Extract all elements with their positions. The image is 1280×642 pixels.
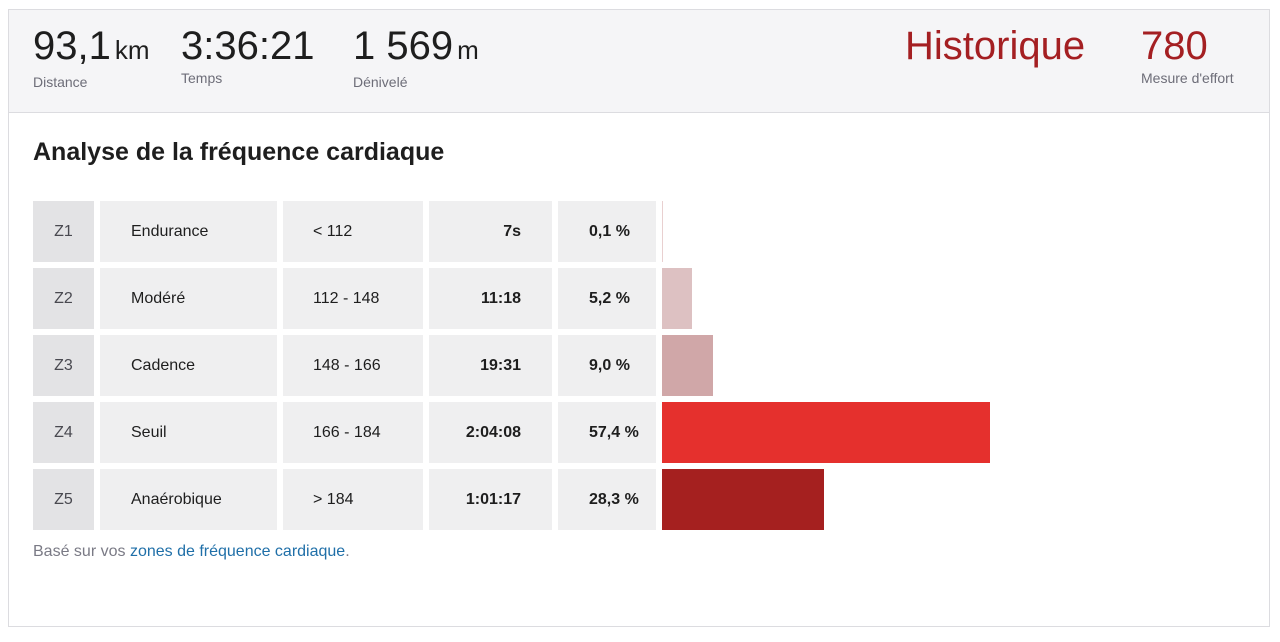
zone-row: Z3 Cadence 148 - 166 19:31 9,0 % xyxy=(33,335,1033,396)
zone-time: 7s xyxy=(429,201,552,262)
stat-time: 3:36:21 Temps xyxy=(181,24,314,86)
zone-time: 1:01:17 xyxy=(429,469,552,530)
stat-history: Historique xyxy=(905,24,1085,68)
zone-row: Z2 Modéré 112 - 148 11:18 5,2 % xyxy=(33,268,1033,329)
zone-range: 148 - 166 xyxy=(283,335,423,396)
zone-name: Endurance xyxy=(100,201,277,262)
elevation-unit: m xyxy=(457,35,479,65)
footnote-suffix: . xyxy=(345,543,350,560)
zone-range: 112 - 148 xyxy=(283,268,423,329)
hr-zones-link[interactable]: zones de fréquence cardiaque xyxy=(129,543,346,560)
zone-time: 2:04:08 xyxy=(429,402,552,463)
zone-bar xyxy=(662,469,824,530)
zone-row: Z1 Endurance < 112 7s 0,1 % xyxy=(33,201,1033,262)
zone-range: 166 - 184 xyxy=(283,402,423,463)
zone-bar-track xyxy=(661,335,662,396)
zone-name: Modéré xyxy=(100,268,277,329)
distance-value: 93,1 xyxy=(33,24,111,68)
time-label: Temps xyxy=(181,70,223,86)
zone-bar xyxy=(662,335,713,396)
stats-bar: 93,1 km Distance 3:36:21 Temps 1 569 m Dén… xyxy=(9,10,1269,113)
stat-distance: 93,1 km Distance xyxy=(33,24,150,90)
zone-percent: 0,1 % xyxy=(558,201,656,262)
zone-time: 19:31 xyxy=(429,335,552,396)
zone-bar-track xyxy=(661,268,662,329)
zone-id: Z3 xyxy=(33,335,94,396)
zone-name: Seuil xyxy=(100,402,277,463)
zone-name: Cadence xyxy=(100,335,277,396)
zone-id: Z2 xyxy=(33,268,94,329)
zone-percent: 28,3 % xyxy=(558,469,656,530)
zone-bar-track xyxy=(661,201,662,262)
zone-percent: 5,2 % xyxy=(558,268,656,329)
effort-value: 780 xyxy=(1141,24,1208,68)
zone-range: > 184 xyxy=(283,469,423,530)
history-value: Historique xyxy=(905,24,1086,68)
footnote-prefix: Basé sur vos xyxy=(33,543,130,560)
section-title: Analyse de la fréquence cardiaque xyxy=(33,138,445,166)
zone-row: Z5 Anaérobique > 184 1:01:17 28,3 % xyxy=(33,469,1033,530)
distance-unit: km xyxy=(114,35,150,65)
zone-bar xyxy=(662,402,990,463)
stat-elevation: 1 569 m Dénivelé xyxy=(353,24,479,90)
zone-row: Z4 Seuil 166 - 184 2:04:08 57,4 % xyxy=(33,402,1033,463)
distance-label: Distance xyxy=(33,74,88,90)
zone-id: Z4 xyxy=(33,402,94,463)
zone-bar-track xyxy=(661,469,662,530)
zone-bar xyxy=(662,268,692,329)
stat-effort: 780 Mesure d'effort xyxy=(1141,24,1234,86)
footnote: Basé sur vos zones de fréquence cardiaqu… xyxy=(33,543,350,561)
zone-bar xyxy=(662,201,663,262)
zone-bar-track xyxy=(661,402,662,463)
zone-percent: 9,0 % xyxy=(558,335,656,396)
activity-card: 93,1 km Distance 3:36:21 Temps 1 569 m Dén… xyxy=(8,9,1270,627)
zone-time: 11:18 xyxy=(429,268,552,329)
time-value: 3:36:21 xyxy=(181,24,315,68)
elevation-label: Dénivelé xyxy=(353,74,408,90)
zone-id: Z5 xyxy=(33,469,94,530)
elevation-value: 1 569 xyxy=(353,24,454,68)
zone-id: Z1 xyxy=(33,201,94,262)
zone-name: Anaérobique xyxy=(100,469,277,530)
effort-label: Mesure d'effort xyxy=(1141,70,1234,86)
zone-range: < 112 xyxy=(283,201,423,262)
zone-percent: 57,4 % xyxy=(558,402,656,463)
